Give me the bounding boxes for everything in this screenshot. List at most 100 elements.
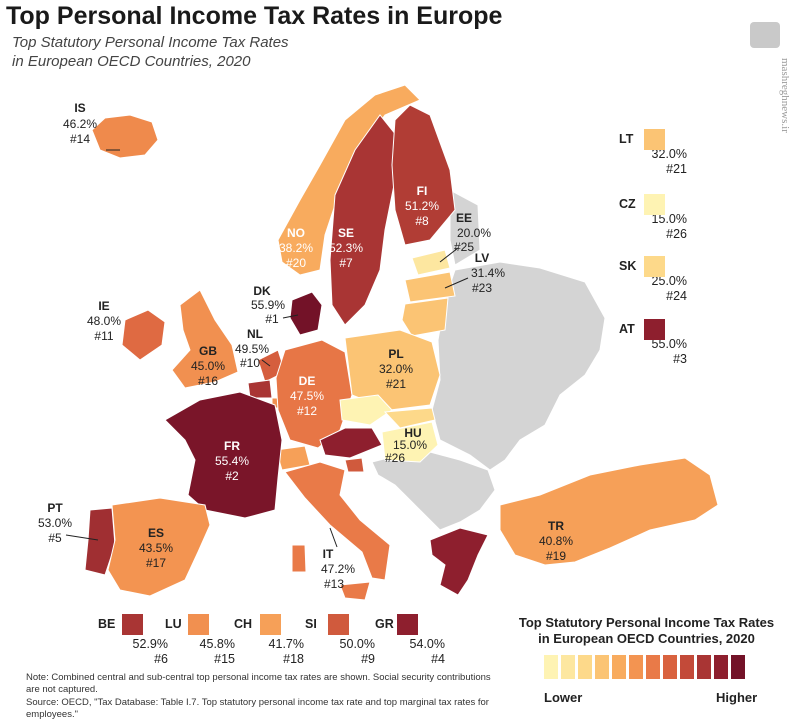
scale-swatch-2	[561, 655, 575, 679]
label-pl-rate: 32.0%	[379, 362, 413, 376]
country-fr	[164, 391, 283, 519]
bottom-legend-gr-rate: 54.0%	[409, 637, 445, 651]
side-legend-at-rank: #3	[673, 352, 687, 366]
page-title: Top Personal Income Tax Rates in Europe	[6, 2, 503, 30]
leader-lv	[444, 277, 469, 289]
side-legend-sk-swatch	[644, 256, 665, 277]
scale-title: Top Statutory Personal Income Tax Rates …	[505, 615, 788, 647]
label-ee-rank: #25	[454, 240, 474, 254]
label-nl-code: NL	[247, 327, 263, 341]
label-nl-rate: 49.5%	[235, 342, 269, 356]
country-it	[284, 461, 391, 581]
side-legend-lt-code: LT	[619, 132, 634, 146]
leader-it	[329, 527, 338, 548]
bottom-legend-lu-rank: #15	[214, 652, 235, 666]
label-es-rate: 43.5%	[139, 541, 173, 555]
label-dk-rate: 55.9%	[251, 298, 285, 312]
label-ee-rate: 20.0%	[457, 226, 491, 240]
source: Source: OECD, "Tax Database: Table I.7. …	[26, 697, 489, 720]
bottom-legend-lu-code: LU	[165, 617, 182, 631]
scale-swatch-11	[714, 655, 728, 679]
bottom-legend-ch-rate: 41.7%	[268, 637, 304, 651]
label-hu-rank: #26	[385, 451, 405, 465]
label-es-code: ES	[148, 526, 164, 540]
bottom-legend-be: BE 52.9% #6	[98, 617, 168, 667]
scale-low-label: Lower	[544, 690, 583, 705]
scale-title-line-2: in European OECD Countries, 2020	[538, 631, 755, 646]
label-tr: TR 40.8% #19	[539, 519, 573, 563]
label-de-code: DE	[299, 374, 316, 388]
side-legend-cz-rank: #26	[666, 227, 687, 241]
side-legend-lt-rate: 32.0%	[651, 147, 687, 161]
country-tr	[499, 457, 719, 566]
label-gb: GB 45.0% #16	[191, 344, 225, 388]
bottom-legend-gr: GR 54.0% #4	[375, 617, 445, 667]
side-legend-at-swatch	[644, 319, 665, 340]
side-legend-at-code: AT	[619, 322, 635, 336]
scale-swatch-1	[544, 655, 558, 679]
label-se-rate: 52.3%	[329, 241, 363, 255]
label-fi-rate: 51.2%	[405, 199, 439, 213]
color-scale	[544, 655, 745, 679]
label-hu: HU 15.0% #26	[385, 426, 427, 465]
side-legend-lt-rank: #21	[666, 162, 687, 176]
scale-swatch-10	[697, 655, 711, 679]
bottom-legend-lu: LU 45.8% #15	[165, 617, 235, 667]
scale-high-label: Higher	[716, 690, 758, 705]
label-tr-rate: 40.8%	[539, 534, 573, 548]
leader-pt	[65, 534, 99, 541]
bottom-legend-be-rank: #6	[154, 652, 168, 666]
non-oecd-balkans	[371, 451, 496, 531]
watermark-logo	[750, 22, 780, 48]
note: Note: Combined central and sub-central t…	[26, 672, 491, 695]
label-it-code: IT	[323, 547, 334, 561]
label-hu-rate: 15.0%	[393, 438, 427, 452]
label-se-code: SE	[338, 226, 354, 240]
leader-nl	[261, 359, 271, 367]
country-at	[319, 427, 383, 459]
country-lt	[401, 297, 449, 337]
bottom-legend-ch-swatch	[260, 614, 281, 635]
label-nl: NL 49.5% #10	[235, 327, 269, 370]
label-es: ES 43.5% #17	[139, 526, 173, 570]
label-ie-code: IE	[98, 299, 109, 313]
non-oecd-east	[431, 261, 606, 471]
label-lv: LV 31.4% #23	[471, 251, 505, 295]
label-dk: DK 55.9% #1	[251, 284, 285, 326]
bottom-legend-gr-code: GR	[375, 617, 394, 631]
label-is-rate: 46.2%	[63, 117, 97, 131]
bottom-legend-lu-swatch	[188, 614, 209, 635]
subtitle-line-2: in European OECD Countries, 2020	[12, 53, 251, 70]
label-fi-rank: #8	[415, 214, 429, 228]
side-legend-cz: CZ 15.0% #26	[617, 197, 687, 242]
label-es-rank: #17	[146, 556, 166, 570]
label-it-rate: 47.2%	[321, 562, 355, 576]
leader-ee	[439, 247, 459, 263]
side-legend-cz-swatch	[644, 194, 665, 215]
label-de-rank: #12	[297, 404, 317, 418]
country-cz	[339, 394, 393, 426]
label-pl-rank: #21	[386, 377, 406, 391]
label-tr-code: TR	[548, 519, 564, 533]
label-pt-rate: 53.0%	[38, 516, 72, 530]
bottom-legend-be-rate: 52.9%	[132, 637, 168, 651]
bottom-legend-be-code: BE	[98, 617, 116, 631]
label-tr-rank: #19	[546, 549, 566, 563]
label-fi: FI 51.2% #8	[405, 184, 439, 228]
side-legend-sk-rank: #24	[666, 289, 687, 303]
scale-swatch-4	[595, 655, 609, 679]
side-legend-sk: SK 25.0% #24	[617, 259, 687, 304]
bottom-legend-ch-rank: #18	[283, 652, 304, 666]
side-legend-at: AT 55.0% #3	[617, 322, 687, 367]
label-no: NO 38.2% #20	[279, 226, 313, 270]
label-pt-rank: #5	[48, 531, 62, 545]
country-se	[329, 114, 401, 326]
label-is-rank: #14	[70, 132, 90, 146]
bottom-legend-si: SI 50.0% #9	[305, 617, 375, 667]
bottom-legend-si-rate: 50.0%	[339, 637, 375, 651]
bottom-legend-si-code: SI	[305, 617, 317, 631]
scale-swatch-9	[680, 655, 694, 679]
subtitle-line-1: Top Statutory Personal Income Tax Rates	[12, 34, 289, 51]
label-no-rate: 38.2%	[279, 241, 313, 255]
scale-swatch-3	[578, 655, 592, 679]
